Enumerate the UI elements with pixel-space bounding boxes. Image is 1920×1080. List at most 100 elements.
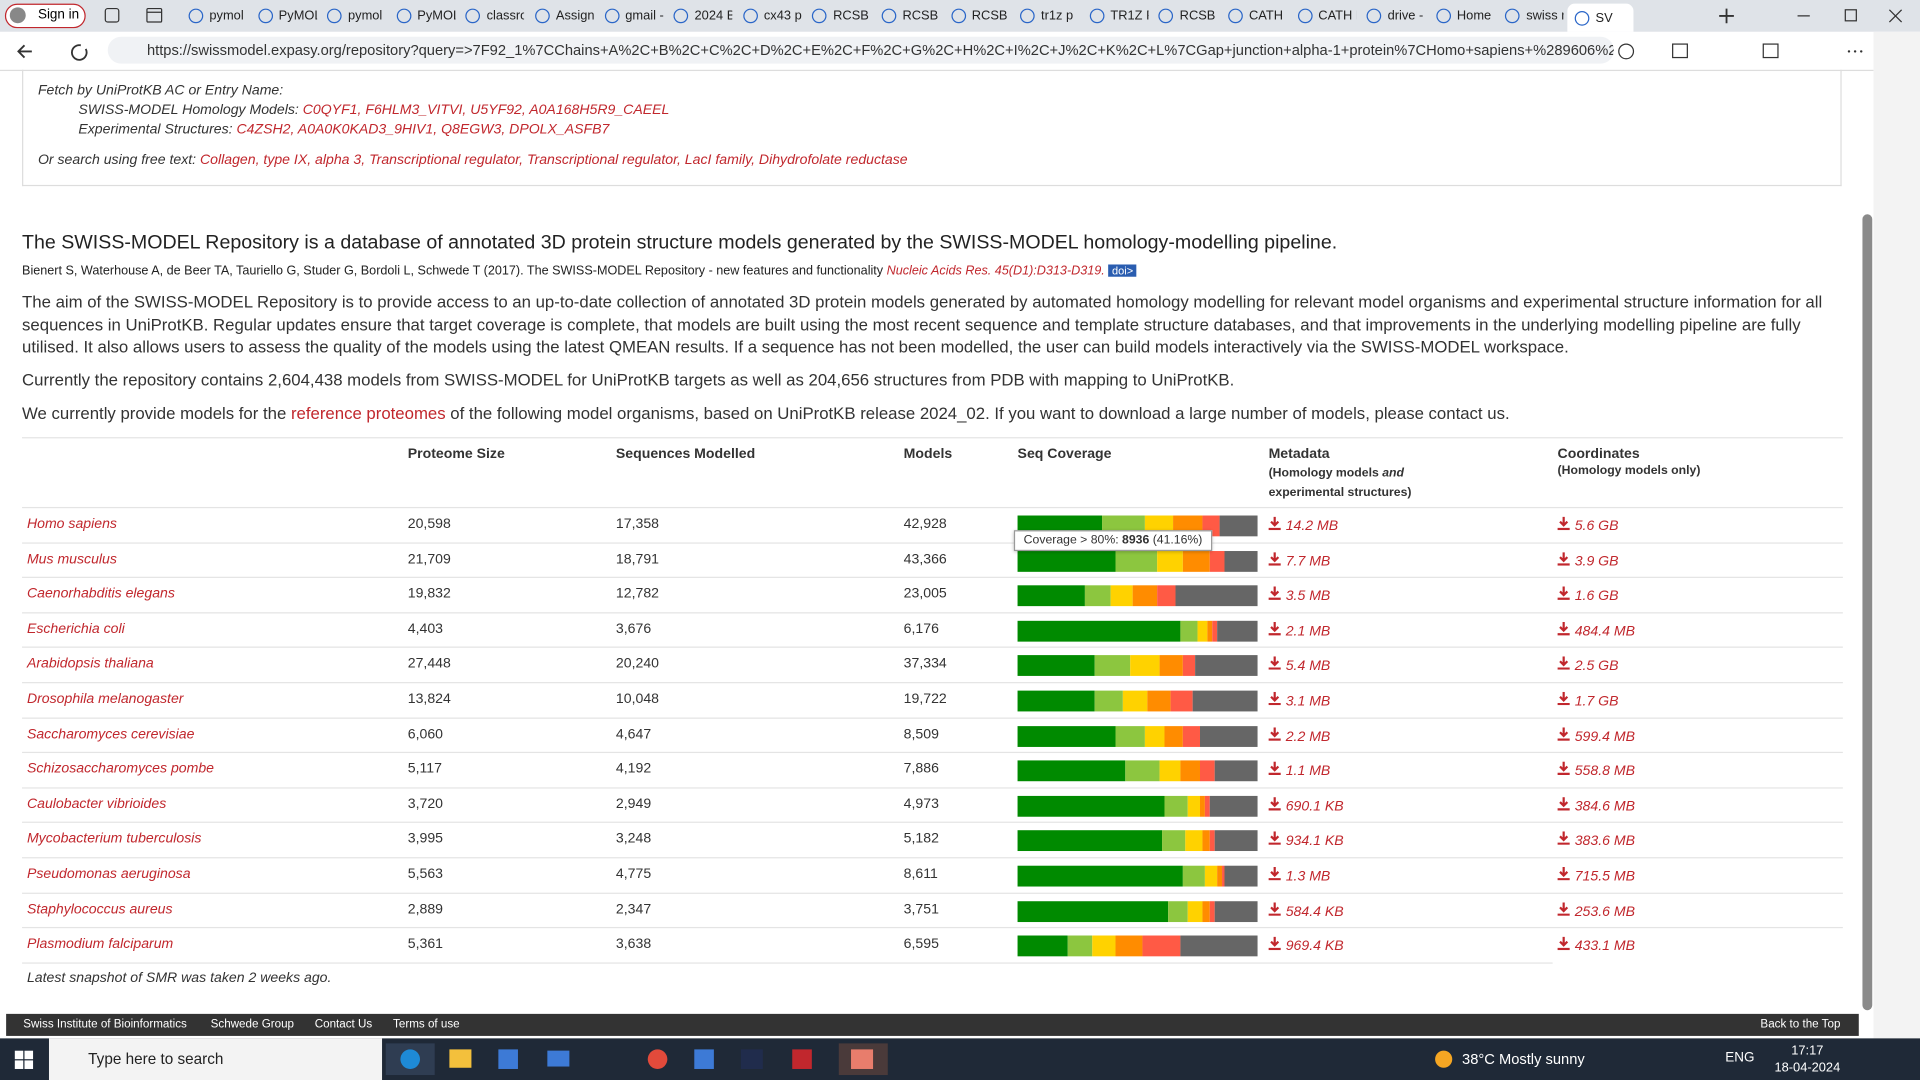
doi-link[interactable]: doi>	[1108, 264, 1137, 277]
taskbar-apps[interactable]	[349, 1043, 925, 1076]
tab[interactable]: PyMOL	[251, 4, 317, 28]
tab[interactable]: pymol	[320, 4, 386, 28]
coordinates-download[interactable]: 5.6 GB	[1557, 516, 1619, 534]
tab-actions[interactable]	[103, 6, 169, 26]
tab[interactable]: 2024 B	[666, 4, 732, 28]
organism-link[interactable]: Drosophila melanogaster	[26, 691, 184, 707]
organism-link[interactable]: Staphylococcus aureus	[26, 901, 173, 917]
metadata-download[interactable]: 5.4 MB	[1268, 656, 1330, 674]
organism-link[interactable]: Escherichia coli	[26, 621, 125, 637]
profile-button[interactable]: Sign in	[4, 3, 86, 29]
organism-link[interactable]: Caulobacter vibrioides	[26, 796, 167, 812]
url[interactable]: https://swissmodel.expasy.org/repository…	[107, 36, 1614, 64]
coordinates-download[interactable]: 558.8 MB	[1557, 761, 1635, 779]
organism-link[interactable]: Homo sapiens	[26, 516, 117, 532]
coordinates-download[interactable]: 384.6 MB	[1557, 796, 1635, 814]
coordinates-download[interactable]: 1.6 GB	[1557, 586, 1619, 604]
metadata-download[interactable]: 2.1 MB	[1268, 621, 1330, 639]
organism-link[interactable]: Mus musculus	[26, 551, 117, 567]
coverage-bar[interactable]	[1017, 690, 1258, 712]
search-link[interactable]: U5YF92,	[470, 102, 526, 118]
metadata-download[interactable]: 934.1 KB	[1268, 831, 1344, 849]
coordinates-download[interactable]: 484.4 MB	[1557, 621, 1635, 639]
metadata-download[interactable]: 2.2 MB	[1268, 726, 1330, 744]
tab[interactable]: drive -	[1359, 4, 1425, 28]
tab[interactable]: TR1Z F	[1082, 4, 1148, 28]
search-link[interactable]: C4ZSH2,	[236, 122, 295, 138]
metadata-download[interactable]: 1.3 MB	[1268, 866, 1330, 884]
organism-link[interactable]: Pseudomonas aeruginosa	[26, 866, 191, 882]
coordinates-download[interactable]: 3.9 GB	[1557, 551, 1619, 569]
coverage-bar[interactable]	[1017, 655, 1258, 677]
coverage-bar[interactable]	[1017, 865, 1258, 887]
tab[interactable]: RCSB F	[944, 4, 1010, 28]
journal-link[interactable]: Nucleic Acids Res. 45(D1):D313-D319.	[886, 264, 1105, 278]
tab[interactable]: classro	[458, 4, 525, 28]
search-link[interactable]: A0A168H5R9_CAEEL	[529, 102, 670, 118]
metadata-download[interactable]: 3.1 MB	[1268, 691, 1330, 709]
coverage-bar[interactable]	[1017, 935, 1258, 957]
search-link[interactable]: Collagen, type IX, alpha 3,	[199, 153, 366, 168]
organism-link[interactable]: Plasmodium falciparum	[26, 936, 174, 952]
tab[interactable]: gmail -	[597, 4, 663, 28]
metadata-download[interactable]: 969.4 KB	[1268, 936, 1344, 954]
tab[interactable]: Assign	[528, 4, 594, 28]
tab[interactable]: RCSB F	[874, 4, 940, 28]
tab[interactable]: SV	[1567, 3, 1634, 32]
toolbar-icons[interactable]	[1580, 40, 1874, 62]
tab[interactable]: Home	[1429, 4, 1495, 28]
coverage-bar[interactable]	[1017, 760, 1258, 782]
tab[interactable]: RCSB F	[805, 4, 871, 28]
coordinates-download[interactable]: 253.6 MB	[1557, 901, 1635, 919]
search-link[interactable]: Transcriptional regulator,	[369, 153, 524, 168]
metadata-download[interactable]: 14.2 MB	[1268, 516, 1338, 534]
tab[interactable]: pymol	[181, 4, 247, 28]
coverage-bar[interactable]	[1017, 900, 1258, 922]
search-link[interactable]: F6HLM3_VITVI,	[365, 102, 467, 118]
coordinates-download[interactable]: 599.4 MB	[1557, 726, 1635, 744]
coordinates-download[interactable]: 715.5 MB	[1557, 866, 1635, 884]
metadata-download[interactable]: 690.1 KB	[1268, 796, 1344, 814]
coordinates-download[interactable]: 383.6 MB	[1557, 831, 1635, 849]
coverage-bar[interactable]	[1017, 550, 1258, 572]
metadata-download[interactable]: 7.7 MB	[1268, 551, 1330, 569]
coverage-bar[interactable]	[1017, 620, 1258, 642]
organism-link[interactable]: Arabidopsis thaliana	[26, 656, 154, 672]
footer-link[interactable]: Contact Us	[314, 1017, 373, 1032]
organism-link[interactable]: Schizosaccharomyces pombe	[26, 761, 214, 777]
footer-link[interactable]: Terms of use	[393, 1017, 460, 1032]
nav-buttons[interactable]	[15, 42, 93, 62]
tab[interactable]: tr1z p	[1013, 4, 1079, 28]
metadata-download[interactable]: 584.4 KB	[1268, 901, 1344, 919]
footer-link[interactable]: Schwede Group	[210, 1017, 295, 1032]
coordinates-download[interactable]: 433.1 MB	[1557, 936, 1635, 954]
coordinates-download[interactable]: 1.7 GB	[1557, 691, 1619, 709]
search-link[interactable]: Dihydrofolate reductase	[758, 153, 908, 168]
metadata-download[interactable]: 1.1 MB	[1268, 761, 1330, 779]
search-link[interactable]: A0A0K0KAD3_9HIV1,	[297, 122, 438, 138]
window-controls[interactable]	[1714, 6, 1920, 26]
search-link[interactable]: Transcriptional regulator, LacI family,	[526, 153, 755, 168]
search-link[interactable]: DPOLX_ASFB7	[509, 122, 610, 138]
tab[interactable]: CATH	[1221, 4, 1287, 28]
tab[interactable]: RCSB F	[1151, 4, 1218, 28]
coverage-bar[interactable]	[1017, 585, 1258, 607]
tab[interactable]: cx43 p	[736, 4, 802, 28]
search-link[interactable]: C0QYF1,	[302, 102, 362, 118]
footer-link[interactable]: Swiss Institute of Bioinformatics	[23, 1017, 187, 1032]
coverage-bar[interactable]	[1017, 725, 1258, 747]
coverage-bar[interactable]	[1017, 830, 1258, 852]
taskbar-search[interactable]: Type here to search	[48, 1038, 383, 1080]
search-link[interactable]: Q8EGW3,	[441, 122, 506, 138]
tab[interactable]: PyMOL	[389, 4, 455, 28]
organism-link[interactable]: Caenorhabditis elegans	[26, 586, 175, 602]
tab[interactable]: swiss m	[1498, 4, 1564, 28]
coverage-bar[interactable]	[1017, 795, 1258, 817]
metadata-download[interactable]: 3.5 MB	[1268, 586, 1330, 604]
organism-link[interactable]: Saccharomyces cerevisiae	[26, 726, 195, 742]
tab[interactable]: CATH D	[1290, 4, 1356, 28]
start-button[interactable]	[14, 1050, 35, 1071]
organism-link[interactable]: Mycobacterium tuberculosis	[26, 831, 202, 847]
reference-proteomes-link[interactable]: reference proteomes	[290, 404, 446, 423]
coordinates-download[interactable]: 2.5 GB	[1557, 656, 1619, 674]
